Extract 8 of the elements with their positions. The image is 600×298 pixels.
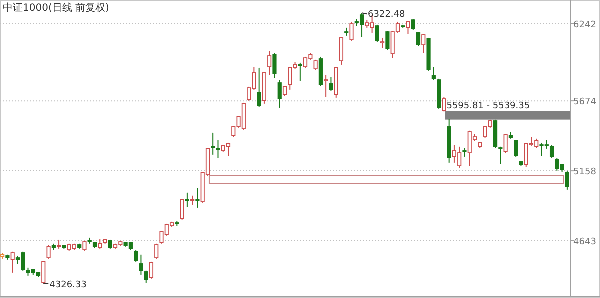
chart-title: 中证1000(日线 前复权)	[3, 2, 110, 14]
y-tick-label: 5158	[574, 168, 597, 178]
y-tick-label: 4643	[574, 237, 596, 248]
annotation: 4326.33	[50, 280, 87, 290]
annotation: 6322.48	[368, 10, 406, 20]
y-tick-label: 6242	[574, 20, 596, 31]
band-label: 5595.81 - 5539.35	[446, 102, 530, 112]
y-tick-label: 5674	[574, 98, 597, 108]
